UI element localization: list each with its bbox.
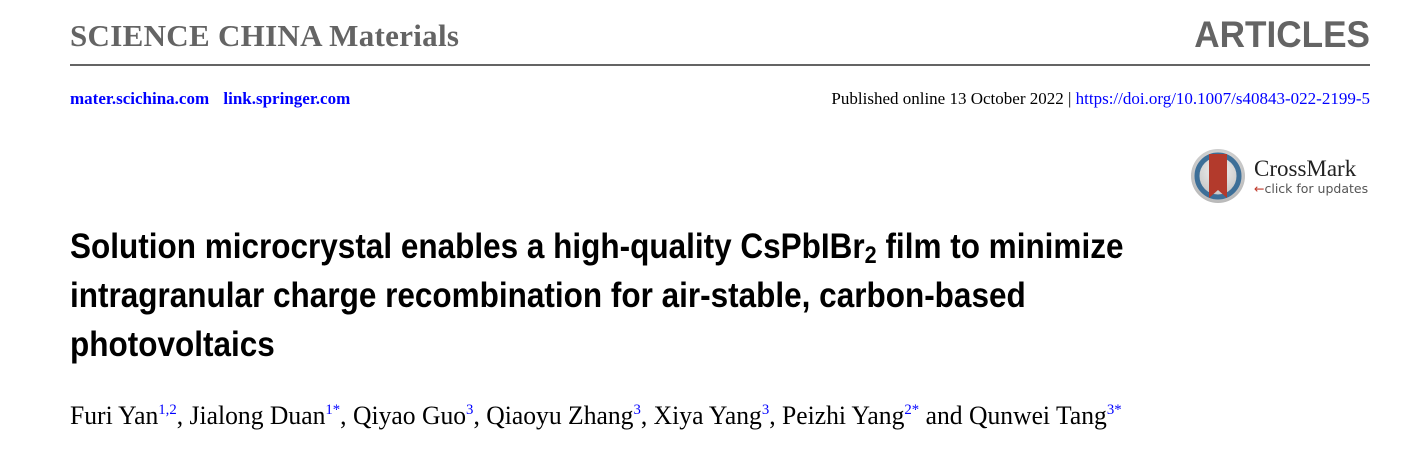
- author: Furi Yan1,2,: [70, 401, 190, 430]
- author-list: Furi Yan1,2, Jialong Duan1*, Qiyao Guo3,…: [70, 401, 1122, 431]
- author: Xiya Yang3,: [653, 401, 783, 430]
- title-text: film to minimize: [876, 227, 1124, 266]
- affiliation-mark[interactable]: 3*: [1106, 402, 1122, 418]
- title-subscript: 2: [864, 242, 877, 269]
- crossmark-badge[interactable]: CrossMark ←click for updates: [1190, 148, 1368, 204]
- author: Qiaoyu Zhang3,: [486, 401, 654, 430]
- link-scichina[interactable]: mater.scichina.com: [70, 89, 210, 108]
- affiliation-mark[interactable]: 1,2: [158, 402, 177, 418]
- crossmark-icon: [1191, 149, 1245, 203]
- link-springer[interactable]: link.springer.com: [223, 89, 351, 108]
- journal-name: SCIENCE CHINA Materials: [70, 18, 460, 53]
- article-title: Solution microcrystal enables a high-qua…: [70, 226, 1241, 373]
- affiliation-mark[interactable]: 3: [633, 402, 641, 418]
- title-line-1: Solution microcrystal enables a high-qua…: [70, 226, 1123, 275]
- header-divider: [70, 64, 1370, 66]
- affiliation-mark[interactable]: 1*: [325, 402, 341, 418]
- published-date: Published online 13 October 2022 |: [831, 89, 1076, 108]
- crossmark-title: CrossMark: [1254, 155, 1357, 181]
- journal-links: mater.scichina.com link.springer.com: [70, 89, 360, 109]
- doi-link[interactable]: https://doi.org/10.1007/s40843-022-2199-…: [1075, 89, 1370, 108]
- section-label: ARTICLES: [1194, 14, 1370, 55]
- author: Jialong Duan1*,: [189, 401, 353, 430]
- author: Qiyao Guo3,: [352, 401, 487, 430]
- affiliation-mark[interactable]: 2*: [904, 402, 920, 418]
- crossmark-subtitle: click for updates: [1264, 180, 1369, 196]
- publication-info: Published online 13 October 2022 | https…: [831, 89, 1370, 109]
- affiliation-mark[interactable]: 3: [466, 402, 474, 418]
- author: Qunwei Tang3*: [968, 401, 1122, 430]
- title-line-2: intragranular charge recombination for a…: [70, 276, 1026, 315]
- arrow-left-icon: ←: [1254, 180, 1265, 196]
- title-text: Solution microcrystal enables a high-qua…: [70, 227, 865, 266]
- affiliation-mark[interactable]: 3: [761, 402, 770, 418]
- author: Peizhi Yang2* and: [782, 401, 969, 430]
- title-line-3: photovoltaics: [70, 325, 275, 364]
